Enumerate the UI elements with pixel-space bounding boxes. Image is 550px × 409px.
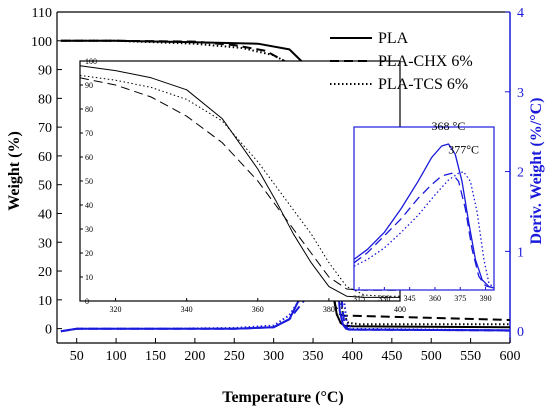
- x-axis-title: Temperature (°C): [222, 389, 343, 406]
- inset-left-x-label-320: 320: [110, 305, 122, 314]
- inset-left-x-label-340: 340: [181, 305, 193, 314]
- inset-right-zoom: 315 330 345 360 375 390 368 °C 377°C: [353, 119, 495, 303]
- x-tick-label-600: 600: [500, 349, 521, 364]
- inset-right-x-label-390: 390: [480, 294, 492, 303]
- peak-annotation-1: 377°C: [448, 143, 479, 157]
- x-tick-label-400: 400: [342, 349, 363, 364]
- inset-right-x-label-375: 375: [454, 294, 466, 303]
- x-tick-label-500: 500: [421, 349, 442, 364]
- y-left-tick-label-50: 50: [38, 179, 52, 194]
- inset-right-series-pla-chx-6-: [353, 172, 495, 289]
- inset-left-x-label-360: 360: [252, 305, 264, 314]
- inset-left-y-label-30: 30: [85, 225, 93, 234]
- y-left-tick-label-10: 10: [38, 294, 52, 309]
- inset-right-x-label-330: 330: [378, 294, 390, 303]
- x-tick-label-200: 200: [184, 349, 205, 364]
- y-right-tick-label-2: 2: [517, 166, 524, 181]
- x-tick-label-550: 550: [460, 349, 481, 364]
- x-tick-label-250: 250: [224, 349, 245, 364]
- x-tick-label-350: 350: [303, 349, 324, 364]
- y-left-tick-label-110: 110: [32, 6, 52, 21]
- inset-left-y-label-40: 40: [85, 201, 93, 210]
- y-left-tick-label-70: 70: [38, 121, 52, 136]
- inset-right-x-label-360: 360: [429, 294, 441, 303]
- y-right-tick-label-4: 4: [517, 6, 524, 21]
- y-right-tick-label-0: 0: [517, 325, 524, 340]
- legend-label-1: PLA-CHX 6%: [378, 53, 473, 70]
- inset-left-x-label-400: 400: [394, 305, 406, 314]
- inset-right-series-pla-tcs-6-: [353, 171, 495, 289]
- inset-left-y-label-20: 20: [85, 249, 93, 258]
- inset-left-y-label-80: 80: [85, 105, 93, 114]
- inset-left-y-label-90: 90: [85, 81, 93, 90]
- legend-label-0: PLA: [378, 30, 409, 47]
- inset-left-y-label-0: 0: [85, 297, 89, 306]
- inset-left-y-label-70: 70: [85, 129, 93, 138]
- legend-label-2: PLA-TCS 6%: [378, 76, 468, 93]
- x-tick-label-300: 300: [263, 349, 284, 364]
- y-left-tick-label-0: 0: [45, 323, 52, 338]
- x-tick-label-150: 150: [145, 349, 166, 364]
- y-axis-title-left: Weight (%): [6, 131, 23, 211]
- inset-left-y-label-60: 60: [85, 153, 93, 162]
- inset-right-series-pla: [353, 143, 495, 289]
- y-axis-title-right: Deriv. Weight (%/°C): [528, 98, 545, 245]
- peak-annotation-0: 368 °C: [432, 119, 466, 133]
- y-left-tick-label-60: 60: [38, 150, 52, 165]
- y-left-tick-label-30: 30: [38, 236, 52, 251]
- y-left-tick-label-90: 90: [38, 64, 52, 79]
- inset-left-y-label-10: 10: [85, 273, 93, 282]
- legend: PLA PLA-CHX 6% PLA-TCS 6%: [330, 30, 473, 93]
- y-left-tick-label-100: 100: [31, 35, 52, 50]
- x-tick-label-100: 100: [106, 349, 127, 364]
- inset-left-zoom: 320 340 360 380 400 0 10 20 30 40 50 60 70 80 90 100: [79, 57, 406, 314]
- y-right-tick-label-3: 3: [517, 86, 524, 101]
- inset-left-y-label-50: 50: [85, 177, 93, 186]
- y-left-tick-label-80: 80: [38, 92, 52, 107]
- inset-right-x-label-345: 345: [404, 294, 416, 303]
- x-tick-label-50: 50: [70, 349, 84, 364]
- inset-right-frame: [353, 126, 495, 291]
- inset-left-y-label-100: 100: [85, 57, 97, 66]
- x-tick-label-450: 450: [381, 349, 402, 364]
- inset-right-x-label-315: 315: [353, 294, 365, 303]
- y-left-tick-label-20: 20: [38, 265, 52, 280]
- inset-left-x-label-380: 380: [323, 305, 335, 314]
- inset-left-frame: [79, 60, 401, 302]
- y-right-tick-label-1: 1: [517, 245, 524, 260]
- y-left-tick-label-40: 40: [38, 207, 52, 222]
